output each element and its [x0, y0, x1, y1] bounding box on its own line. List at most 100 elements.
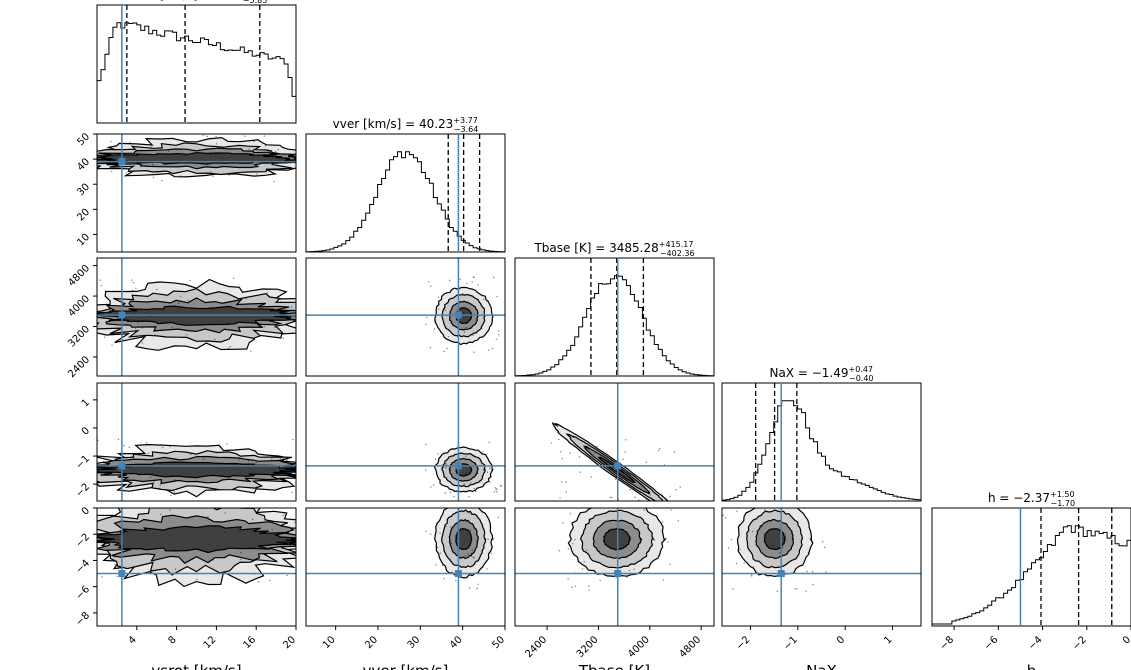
sample-point [466, 322, 468, 325]
sample-point [569, 452, 571, 454]
sample-point [811, 570, 814, 573]
ytick-label-vver-4: 50 [75, 131, 92, 148]
sample-point [482, 451, 484, 453]
sample-point [593, 453, 595, 455]
sample-point [437, 453, 439, 455]
ytick-label-Tbase-0: 2400 [66, 354, 92, 380]
sample-point [661, 494, 663, 496]
sample-point [264, 145, 267, 147]
sample-point [430, 486, 432, 488]
sample-point [455, 537, 458, 539]
sample-point [578, 456, 581, 458]
sample-point [477, 284, 479, 286]
sample-point [282, 337, 284, 339]
sample-point [254, 546, 256, 549]
sample-point [289, 544, 291, 546]
ytick-label-h-0: −8 [74, 610, 92, 628]
sample-point [153, 481, 155, 483]
sample-point [732, 588, 734, 590]
sample-point [498, 334, 500, 336]
sample-point [495, 338, 498, 341]
xtick-label-h-3: −2 [1071, 634, 1089, 652]
sample-point [157, 171, 159, 173]
sample-point [174, 479, 176, 481]
sample-point [449, 469, 452, 471]
sample-point [226, 443, 228, 445]
sample-point [622, 490, 623, 491]
truth-marker-h-NaX [777, 570, 785, 578]
sample-point [141, 327, 144, 329]
sample-point [160, 513, 162, 516]
sample-point [207, 516, 209, 518]
contour-NaX-Tbase-3 [597, 456, 636, 484]
truth-marker-Tbase-vver [454, 311, 462, 319]
hist-frame-Tbase [514, 257, 715, 377]
xtick-label-vver-4: 50 [490, 634, 507, 651]
sample-point [147, 452, 150, 454]
truth-marker-h-Tbase [614, 570, 622, 578]
contour-h-vsrot-3 [97, 525, 296, 554]
sample-point [477, 540, 479, 542]
sample-point [224, 512, 226, 514]
truth-marker-NaX-vsrot [118, 462, 126, 470]
sample-point [232, 277, 235, 280]
sample-point [224, 531, 226, 534]
sample-point [736, 510, 738, 512]
sample-point [724, 517, 727, 519]
sample-point [626, 576, 629, 578]
panel-frame-h-vsrot [96, 507, 297, 627]
sample-point [439, 479, 442, 481]
xtick-label-NaX-0: −2 [734, 634, 752, 652]
panel-NaX-vs-vsrot [96, 382, 297, 502]
sample-point [185, 155, 187, 157]
sample-point [805, 590, 807, 592]
sample-point [627, 504, 628, 505]
sample-point [486, 568, 488, 570]
sample-point [290, 306, 293, 308]
sample-point [156, 288, 158, 291]
sample-point [574, 538, 576, 541]
xtick-label-NaX-1: −1 [782, 634, 800, 652]
xtick-label-Tbase-1: 3200 [575, 634, 601, 660]
sample-point [494, 487, 496, 489]
sample-point [583, 560, 585, 563]
sample-point [488, 441, 490, 444]
sample-point [245, 297, 248, 300]
sample-point [437, 308, 440, 311]
sample-point [131, 289, 134, 292]
sample-point [151, 472, 154, 475]
sample-point [462, 312, 465, 314]
hist-steps-vver [305, 151, 506, 253]
sample-point [581, 568, 584, 570]
sample-point [449, 279, 451, 282]
hist-panel-h: h = −2.37+1.50 −1.70 [931, 490, 1131, 627]
panel-frame-NaX-vver [305, 382, 506, 502]
hist-steps-h [931, 525, 1131, 626]
sample-point [811, 540, 814, 543]
ytick-label-NaX-2: 0 [80, 425, 92, 437]
xtick-label-Tbase-3: 4800 [678, 634, 704, 660]
hist-frame-vsrot [96, 4, 297, 124]
sample-point [239, 558, 242, 561]
sample-point [434, 458, 437, 461]
sample-point [562, 522, 564, 524]
sample-point [670, 509, 672, 511]
sample-point [169, 445, 171, 448]
sample-point [429, 285, 432, 287]
sample-point [247, 460, 250, 462]
ytick-label-NaX-3: 1 [80, 397, 92, 409]
sample-point [123, 489, 126, 492]
sample-point [196, 578, 198, 581]
sample-point [275, 504, 276, 505]
xtick-label-NaX-3: 1 [882, 634, 894, 646]
sample-point [443, 350, 445, 353]
ytick-label-h-4: 0 [80, 505, 92, 517]
panel-Tbase-vs-vver [305, 257, 506, 377]
sample-point [493, 491, 496, 493]
sample-point [160, 149, 162, 151]
sample-point [730, 538, 733, 541]
sample-point [812, 583, 814, 586]
sample-point [244, 475, 246, 478]
sample-point [633, 568, 635, 571]
sample-point [171, 326, 174, 329]
